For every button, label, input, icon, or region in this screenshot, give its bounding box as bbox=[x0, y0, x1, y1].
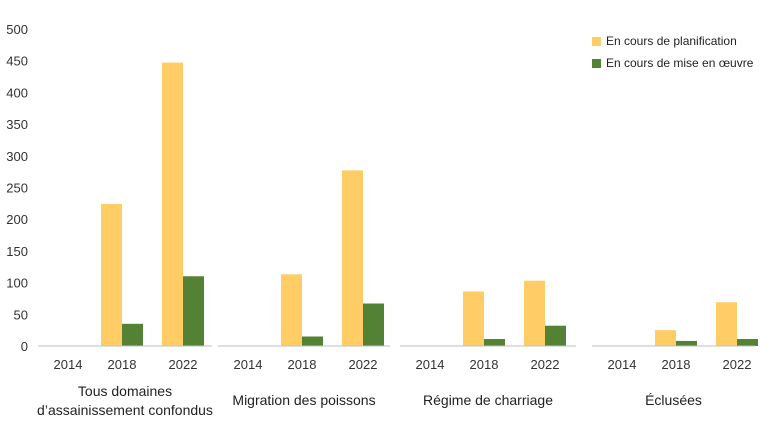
category-label: Tous domaines bbox=[78, 383, 172, 399]
bar bbox=[281, 274, 302, 346]
y-tick-label: 400 bbox=[6, 85, 28, 100]
x-tick-label: 2014 bbox=[234, 357, 263, 372]
x-tick-label: 2018 bbox=[288, 357, 317, 372]
x-tick-label: 2014 bbox=[416, 357, 445, 372]
legend: En cours de planification En cours de mis… bbox=[592, 34, 754, 70]
x-tick-label: 2022 bbox=[169, 357, 198, 372]
category-label: d’assainissement confondus bbox=[37, 402, 213, 418]
y-tick-label: 50 bbox=[14, 307, 28, 322]
y-tick-label: 450 bbox=[6, 54, 28, 69]
x-tick-label: 2014 bbox=[608, 357, 637, 372]
x-tick-label: 2018 bbox=[470, 357, 499, 372]
legend-label: En cours de mise en œuvre bbox=[606, 56, 754, 70]
category-label: Migration des poissons bbox=[232, 392, 375, 408]
bar bbox=[162, 62, 183, 347]
y-tick-label: 100 bbox=[6, 276, 28, 291]
legend-swatch bbox=[592, 37, 601, 46]
x-tick-label: 2022 bbox=[723, 357, 752, 372]
y-axis: 0 50 100 150 200 250 300 350 400 450 500 bbox=[6, 22, 28, 354]
bar bbox=[342, 170, 363, 346]
legend-swatch bbox=[592, 59, 601, 68]
legend-label: En cours de planification bbox=[606, 34, 737, 48]
y-tick-label: 500 bbox=[6, 22, 28, 37]
x-tick-label: 2018 bbox=[108, 357, 137, 372]
y-tick-label: 150 bbox=[6, 244, 28, 259]
x-tick-label: 2014 bbox=[54, 357, 83, 372]
x-tick-label: 2018 bbox=[662, 357, 691, 372]
x-axis-labels: 2014 2018 2022 Tous domaines d’assainissemen… bbox=[37, 357, 751, 418]
bar bbox=[524, 280, 545, 346]
bar bbox=[676, 340, 697, 346]
y-tick-label: 350 bbox=[6, 117, 28, 132]
y-tick-label: 0 bbox=[21, 339, 28, 354]
category-label: Éclusées bbox=[645, 392, 702, 408]
category-label: Régime de charriage bbox=[423, 392, 553, 408]
bar bbox=[183, 276, 204, 346]
bar bbox=[545, 325, 566, 346]
y-tick-label: 250 bbox=[6, 181, 28, 196]
bar bbox=[463, 291, 484, 346]
bar bbox=[737, 339, 758, 346]
x-tick-label: 2022 bbox=[531, 357, 560, 372]
bar bbox=[655, 330, 676, 346]
bar bbox=[101, 203, 122, 346]
bar bbox=[363, 303, 384, 346]
bars bbox=[101, 62, 758, 347]
x-tick-label: 2022 bbox=[349, 357, 378, 372]
bar bbox=[484, 339, 505, 346]
bar bbox=[302, 336, 323, 346]
bar bbox=[122, 323, 143, 346]
y-tick-label: 200 bbox=[6, 212, 28, 227]
bar bbox=[716, 302, 737, 346]
y-tick-label: 300 bbox=[6, 149, 28, 164]
